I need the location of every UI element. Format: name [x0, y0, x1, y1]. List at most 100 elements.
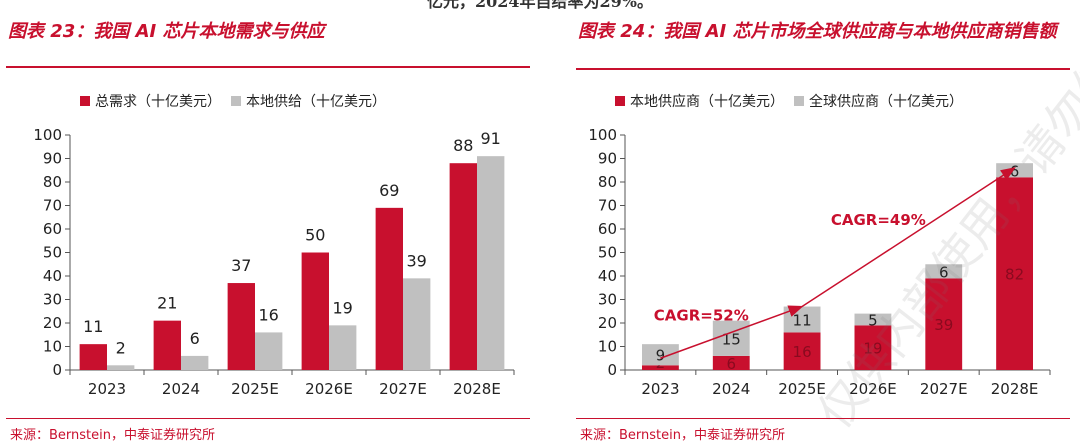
x-tick-label: 2025E: [231, 380, 279, 398]
supplier-sales-chart: 本地供应商（十亿美元） 全球供应商（十亿美元） 0 10 20 30 40 50 60 70 80 9…: [588, 93, 1051, 398]
legend-label: 本地供应商（十亿美元）: [630, 93, 784, 110]
bar-segment-label: 82: [1005, 266, 1024, 284]
figure-24-panel: 图表 24：我国 AI 芯片市场全球供应商与本地供应商销售额 本地供应商（十亿美…: [570, 0, 1080, 443]
bar-segment: [712, 320, 750, 356]
x-tick-label: 2027E: [920, 380, 968, 398]
bar-value-label: 6: [190, 329, 200, 348]
footer-divider: [576, 418, 1070, 419]
bar-value-label: 88: [453, 136, 473, 155]
bar-value-label: 19: [333, 298, 353, 317]
y-tick-label: 10: [43, 338, 62, 356]
bar-value-label: 11: [83, 317, 103, 336]
y-tick-label: 10: [598, 338, 617, 356]
x-tick-label: 2028E: [991, 380, 1039, 398]
y-tick-label: 20: [43, 314, 62, 332]
bar-value-label: 69: [379, 181, 399, 200]
bar-value-label: 2: [116, 338, 126, 357]
x-tick-label: 2023: [88, 380, 126, 398]
figure-24-title: 图表 24：我国 AI 芯片市场全球供应商与本地供应商销售额: [578, 21, 1057, 42]
bar-segment: [642, 344, 679, 366]
cagr-label: CAGR=49%: [831, 211, 926, 229]
bar-segment-label: 5: [868, 311, 878, 329]
bar: [255, 332, 283, 370]
bar-value-label: 37: [231, 256, 251, 275]
figure-23-panel: 图表 23：我国 AI 芯片本地需求与供应 总需求（十亿美元） 本地供给（十亿美元…: [0, 0, 540, 443]
bar-segment: [925, 264, 963, 279]
x-tick-label: 2026E: [849, 380, 897, 398]
bar-segment-label: 19: [863, 340, 882, 358]
y-tick-label: 70: [43, 197, 62, 215]
figure-24-source: 来源：Bernstein，中泰证券研究所: [580, 428, 785, 443]
y-tick-label: 0: [607, 361, 617, 379]
bar: [79, 344, 107, 370]
y-tick-label: 30: [598, 291, 617, 309]
legend-swatch: [615, 96, 625, 106]
x-tick-label: 2024: [162, 380, 200, 398]
x-tick-label: 2025E: [778, 380, 826, 398]
bar: [153, 320, 181, 370]
y-tick-label: 70: [598, 197, 617, 215]
y-tick-label: 50: [598, 244, 617, 262]
bar: [301, 252, 329, 370]
bar-segment: [925, 278, 963, 370]
cagr-label: CAGR=52%: [654, 306, 749, 324]
legend-label: 总需求（十亿美元）: [95, 94, 221, 110]
footer-divider: [6, 418, 530, 419]
bar-segment: [783, 332, 821, 370]
x-tick-label: 2026E: [305, 380, 353, 398]
legend-label: 全球供应商（十亿美元）: [809, 93, 963, 110]
bar-value-label: 16: [259, 305, 279, 324]
y-tick-label: 100: [33, 126, 62, 144]
y-tick-label: 40: [43, 267, 62, 285]
bar: [403, 278, 431, 370]
bar: [227, 283, 255, 370]
bar: [477, 156, 505, 370]
bar-value-label: 91: [481, 129, 501, 148]
y-tick-label: 100: [588, 126, 617, 144]
legend-swatch: [794, 96, 804, 106]
x-tick-label: 2027E: [379, 380, 427, 398]
y-tick-label: 0: [52, 361, 62, 379]
x-tick-label: 2028E: [453, 380, 501, 398]
bar-segment: [854, 313, 892, 326]
bar: [329, 325, 357, 370]
x-tick-label: 2024: [712, 380, 750, 398]
y-tick-label: 50: [43, 244, 62, 262]
y-tick-label: 60: [598, 220, 617, 238]
y-tick-label: 80: [43, 173, 62, 191]
bar-segment-label: 16: [793, 343, 812, 361]
bar: [181, 355, 209, 370]
bar-segment-label: 11: [793, 311, 812, 329]
bar-segment-label: 6: [939, 263, 949, 281]
y-tick-label: 80: [598, 173, 617, 191]
y-tick-label: 30: [43, 291, 62, 309]
legend-swatch: [80, 96, 90, 106]
x-tick-label: 2023: [641, 380, 679, 398]
bar-segment: [642, 365, 679, 370]
bar-segment-label: 9: [656, 347, 666, 365]
title-divider: [6, 66, 530, 68]
bar: [375, 207, 403, 370]
y-tick-label: 20: [598, 314, 617, 332]
y-tick-label: 40: [598, 267, 617, 285]
bar-segment-label: 39: [934, 316, 953, 334]
bar-segment: [712, 355, 750, 370]
bar: [107, 365, 135, 370]
legend-label: 本地供给（十亿美元）: [246, 94, 386, 110]
y-tick-label: 60: [43, 220, 62, 238]
title-divider: [576, 68, 1070, 70]
cagr-arrow: [801, 167, 1016, 308]
bar-value-label: 21: [157, 294, 177, 313]
figure-23-source: 来源：Bernstein，中泰证券研究所: [10, 428, 215, 443]
y-tick-label: 90: [43, 150, 62, 168]
legend-swatch: [231, 96, 241, 106]
bar-value-label: 39: [407, 251, 427, 270]
bar-segment: [996, 177, 1033, 370]
bar-segment: [854, 325, 892, 370]
bar: [449, 163, 477, 370]
y-tick-label: 90: [598, 150, 617, 168]
demand-supply-chart: 总需求（十亿美元） 本地供给（十亿美元） 0 10 20 30 40 50 60 70 80 90 10…: [33, 94, 515, 398]
cagr-arrow: [660, 305, 804, 359]
figure-23-title: 图表 23：我国 AI 芯片本地需求与供应: [8, 21, 325, 42]
bar-value-label: 50: [305, 226, 325, 245]
